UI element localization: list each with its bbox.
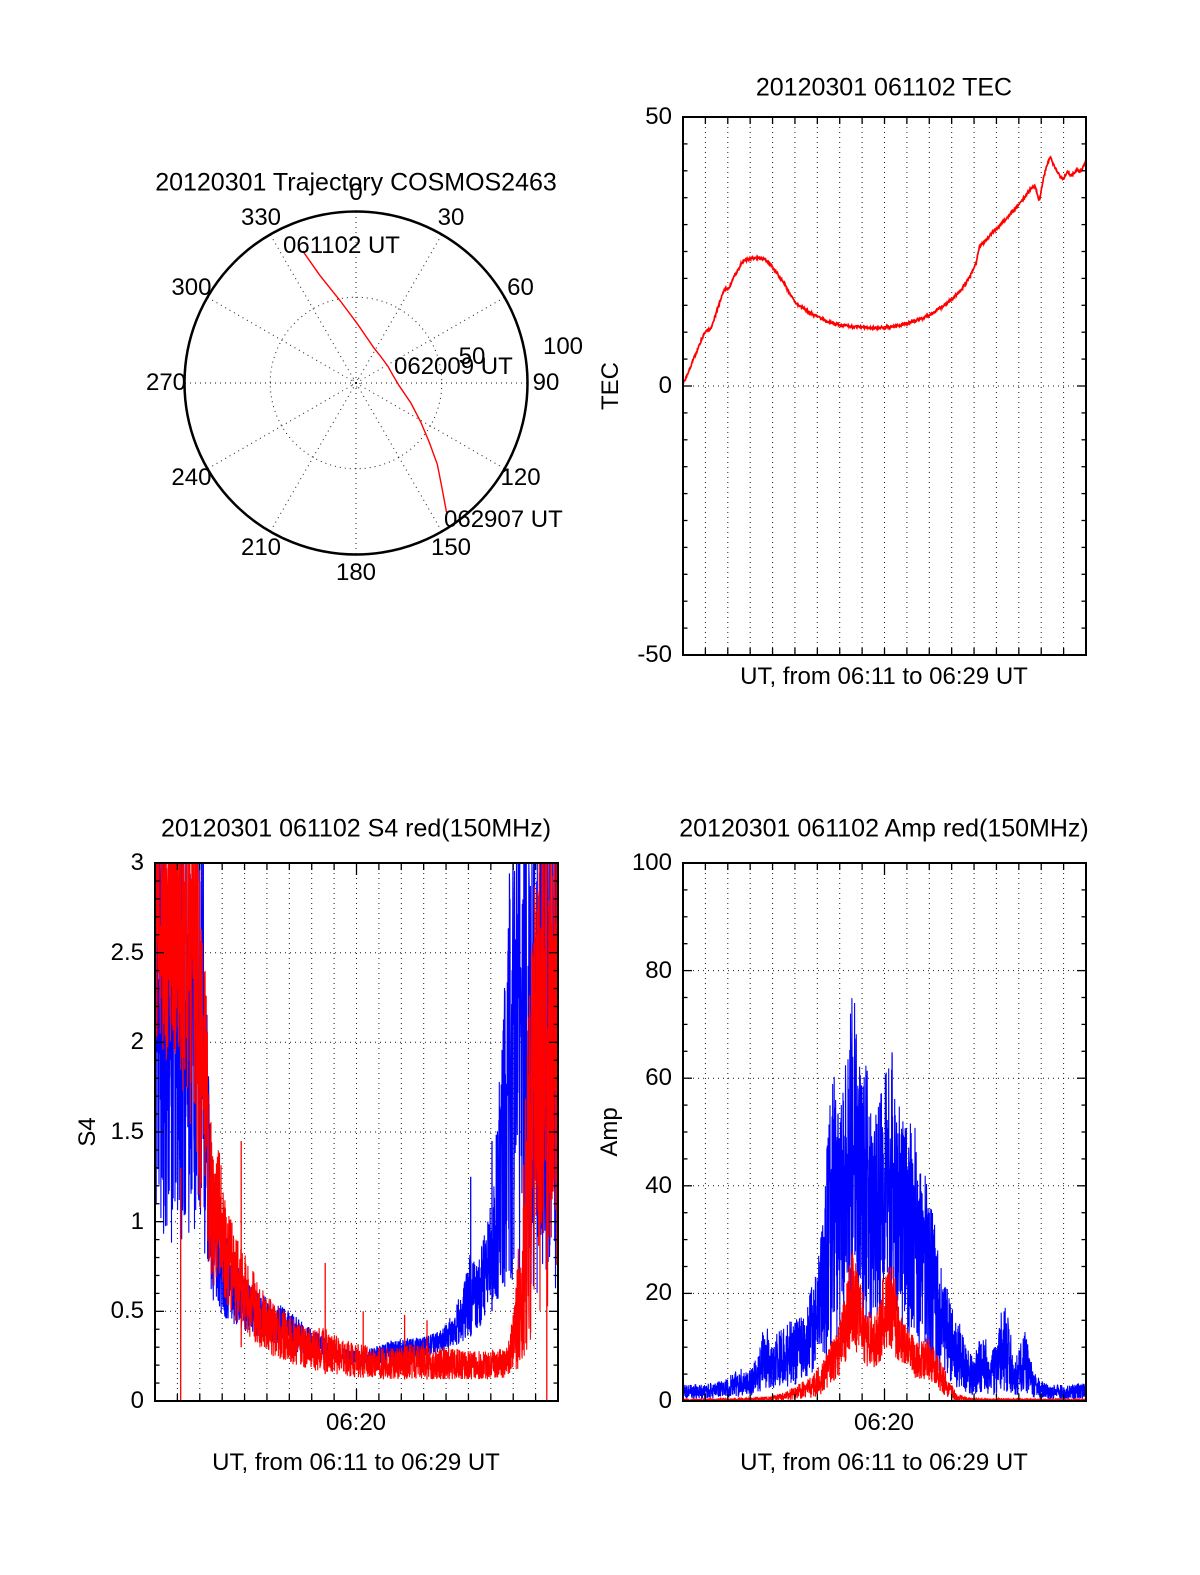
polar-az-label-300: 300 xyxy=(171,274,212,301)
polar-spoke xyxy=(355,382,443,532)
amp-ylabel: Amp xyxy=(596,1107,623,1157)
amp-series-blue xyxy=(683,998,1086,1401)
amp-ytick-0: 0 xyxy=(658,1387,672,1414)
amp-ytick-40: 40 xyxy=(645,1171,672,1199)
polar-az-label-150: 150 xyxy=(430,533,472,561)
amp-title: 20120301 061102 Amp red(150MHz) xyxy=(679,814,1089,843)
s4-ytick-2: 2 xyxy=(130,1028,144,1056)
polar-spoke xyxy=(207,382,357,470)
s4-ytick-3: 3 xyxy=(130,849,144,876)
polar-radial-tick-50: 50 xyxy=(458,343,486,370)
s4-ytick-1.5: 1.5 xyxy=(110,1118,144,1145)
polar-az-label-180: 180 xyxy=(335,559,377,586)
polar-spoke xyxy=(207,296,357,384)
tec-title: 20120301 061102 TEC xyxy=(755,73,1013,102)
polar-spoke xyxy=(269,234,357,384)
polar-spoke xyxy=(355,296,505,384)
s4-ytick-2.5: 2.5 xyxy=(110,938,144,966)
polar-az-label-30: 30 xyxy=(437,204,465,232)
trajectory-title: 20120301 Trajectory COSMOS2463 xyxy=(155,168,557,197)
amp-xtick-0620: 06:20 xyxy=(853,1409,915,1436)
s4-xlabel: UT, from 06:11 to 06:29 UT xyxy=(212,1449,500,1476)
tec-series-red xyxy=(683,155,1086,385)
trajectory-end-time-label: 062907 UT xyxy=(444,506,563,533)
polar-spoke xyxy=(355,234,443,384)
polar-az-label-330: 330 xyxy=(240,204,282,232)
s4-ylabel: S4 xyxy=(74,1117,101,1147)
trajectory-start-time-label: 061102 UT xyxy=(283,232,400,259)
s4-xtick-0620: 06:20 xyxy=(325,1409,387,1436)
polar-az-label-210: 210 xyxy=(240,533,282,561)
tec-xlabel: UT, from 06:11 to 06:29 UT xyxy=(740,663,1028,690)
amp-plot xyxy=(682,862,1087,1402)
tec-ytick--50: -50 xyxy=(637,641,672,668)
tec-ytick-0: 0 xyxy=(658,372,672,399)
tec-ytick-50: 50 xyxy=(645,103,672,130)
s4-ytick-0.5: 0.5 xyxy=(110,1297,144,1325)
s4-series-red xyxy=(155,863,558,1380)
polar-az-label-90: 90 xyxy=(532,369,560,396)
polar-outer-circle xyxy=(183,210,529,556)
s4-title: 20120301 061102 S4 red(150MHz) xyxy=(160,814,552,843)
polar-spoke xyxy=(269,382,357,532)
polar-az-label-0: 0 xyxy=(349,179,363,206)
s4-plot xyxy=(154,862,559,1402)
polar-az-label-270: 270 xyxy=(145,369,187,396)
s4-ytick-0: 0 xyxy=(130,1387,144,1414)
trajectory-line xyxy=(302,250,448,513)
amp-xlabel: UT, from 06:11 to 06:29 UT xyxy=(740,1449,1028,1476)
polar-ring xyxy=(269,296,443,470)
tec-ylabel: TEC xyxy=(597,362,624,410)
s4-ytick-1: 1 xyxy=(130,1207,144,1235)
polar-az-label-120: 120 xyxy=(500,464,541,491)
polar-az-label-60: 60 xyxy=(507,274,534,301)
polar-az-label-240: 240 xyxy=(171,464,212,491)
amp-ytick-20: 20 xyxy=(645,1279,672,1307)
amp-ytick-60: 60 xyxy=(645,1064,672,1092)
trajectory-mid-time-label: 062009 UT xyxy=(394,353,513,380)
tec-plot xyxy=(682,116,1087,656)
amp-ytick-80: 80 xyxy=(645,956,672,984)
polar-spoke xyxy=(355,382,505,470)
polar-radial-tick-100: 100 xyxy=(542,333,584,360)
polar-center-ring xyxy=(351,378,361,388)
amp-ytick-100: 100 xyxy=(631,849,672,876)
trajectory-plot xyxy=(183,210,529,556)
